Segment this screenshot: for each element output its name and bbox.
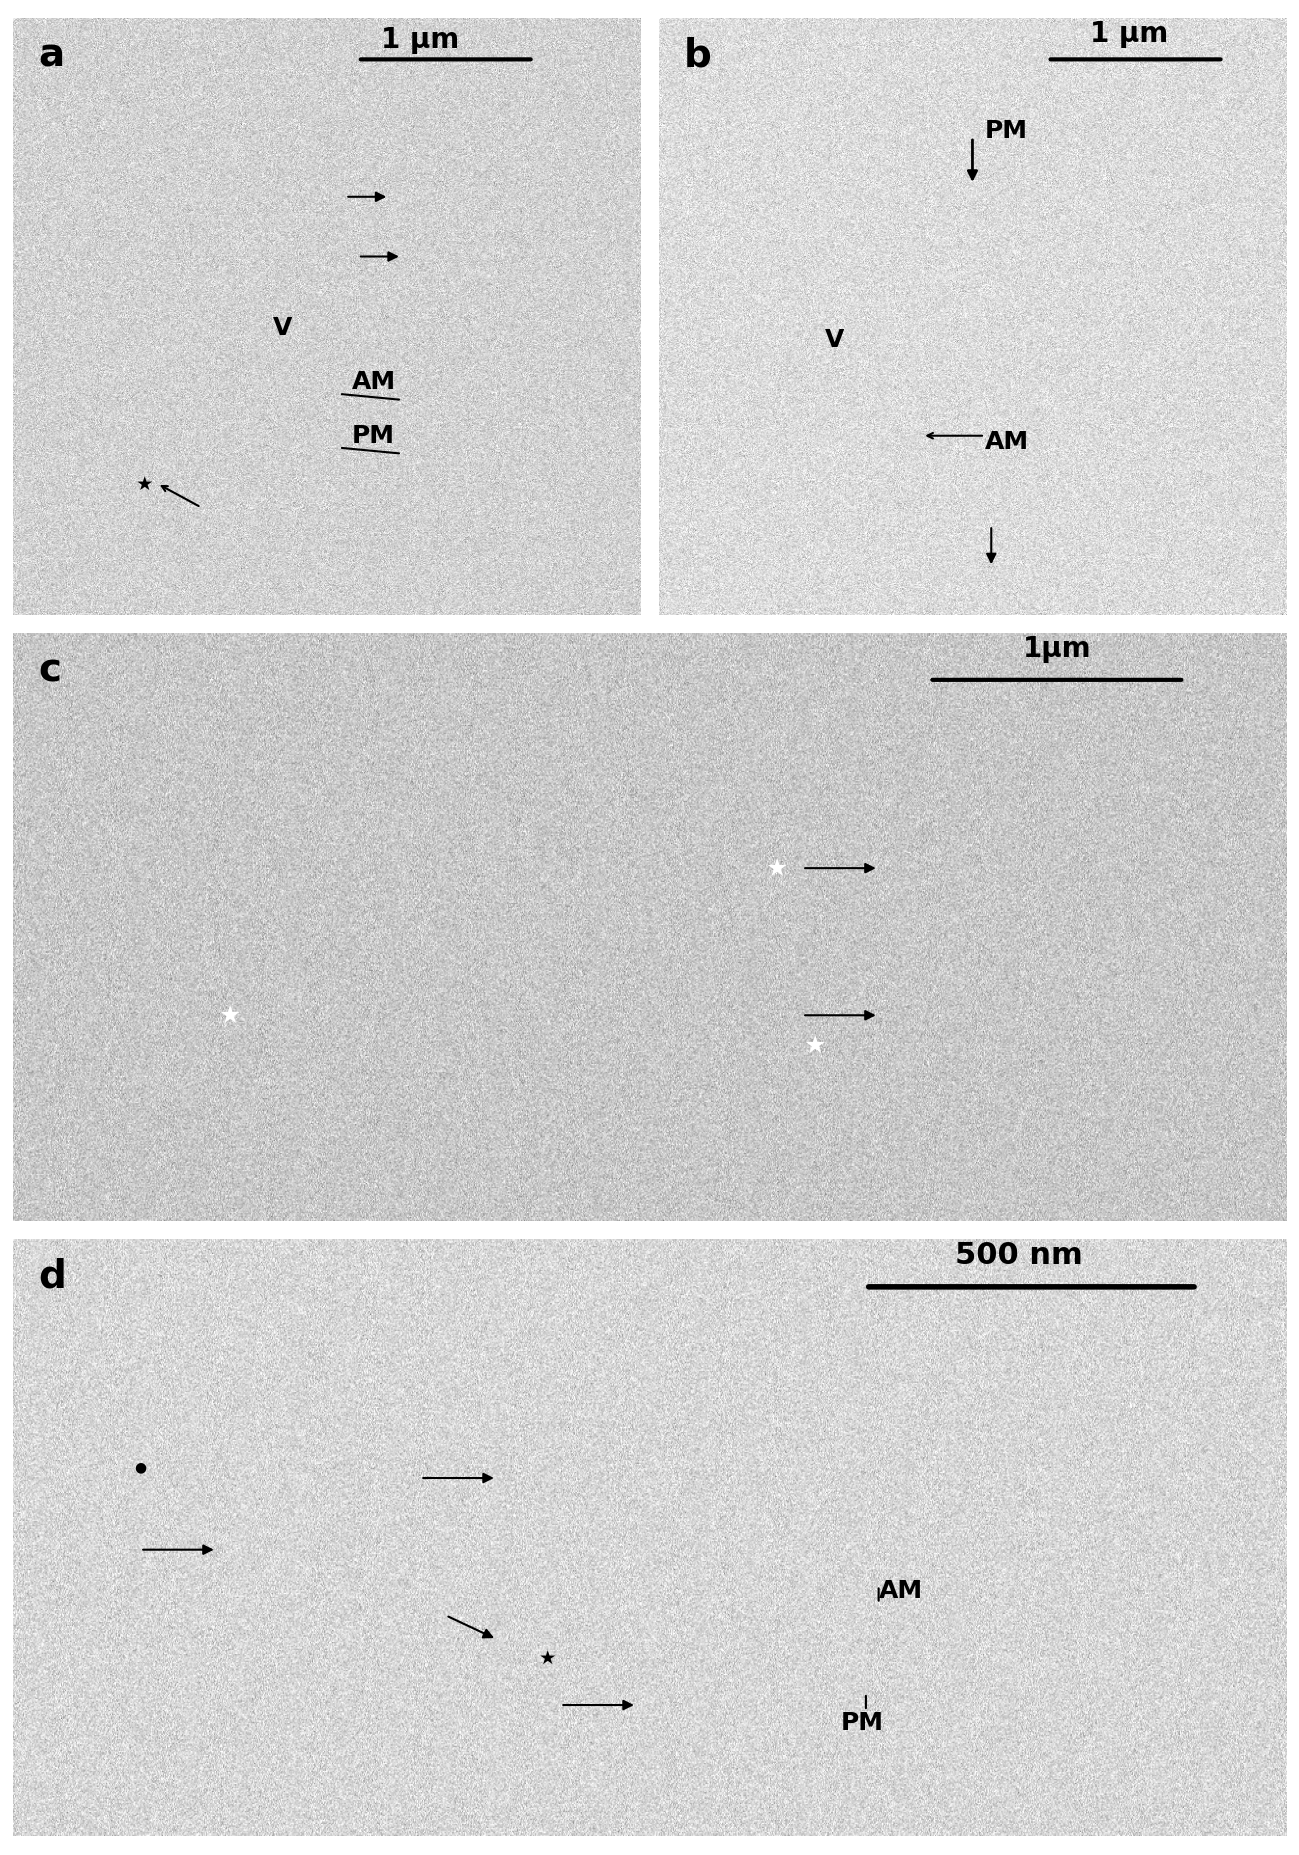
Text: ★: ★ xyxy=(218,1004,240,1028)
Text: ★: ★ xyxy=(539,1647,556,1668)
Text: 1 μm: 1 μm xyxy=(382,26,460,54)
Text: ●: ● xyxy=(134,1460,147,1473)
Text: 500 nm: 500 nm xyxy=(955,1241,1082,1269)
Text: V: V xyxy=(825,328,844,352)
Text: ★: ★ xyxy=(136,475,153,493)
Text: PM: PM xyxy=(352,423,395,447)
Text: AM: AM xyxy=(878,1579,922,1603)
Text: AM: AM xyxy=(352,369,396,393)
Text: 1 μm: 1 μm xyxy=(1090,20,1168,48)
Text: PM: PM xyxy=(840,1710,883,1734)
Text: c: c xyxy=(39,651,61,688)
Text: V: V xyxy=(273,315,292,339)
Text: d: d xyxy=(39,1258,66,1295)
Text: AM: AM xyxy=(985,430,1029,453)
Text: ★: ★ xyxy=(804,1033,826,1057)
Text: ★: ★ xyxy=(765,857,788,881)
Text: 1μm: 1μm xyxy=(1022,634,1091,662)
Text: a: a xyxy=(38,37,64,74)
Text: PM: PM xyxy=(985,119,1028,143)
Text: b: b xyxy=(685,37,712,74)
